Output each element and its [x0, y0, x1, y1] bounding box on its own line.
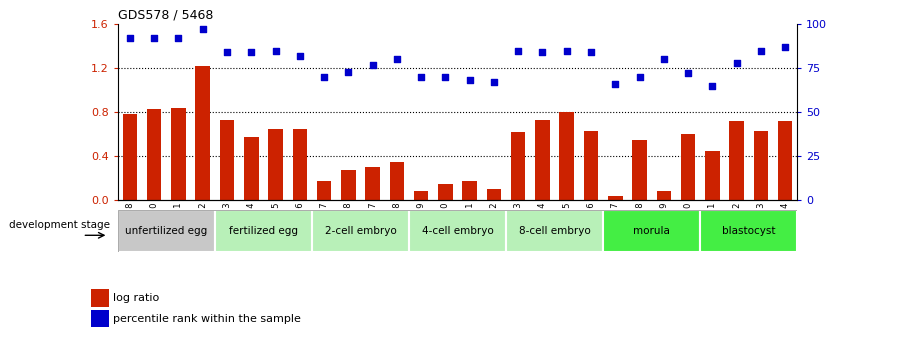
Text: GDS578 / 5468: GDS578 / 5468 — [118, 9, 213, 22]
Bar — [632, 140, 647, 200]
Point — [608, 81, 622, 87]
Text: 4-cell embryo: 4-cell embryo — [421, 226, 494, 236]
Bar — [91, 289, 109, 306]
Bar — [608, 196, 622, 200]
Bar — [317, 181, 332, 200]
Point — [365, 62, 380, 67]
Bar — [196, 66, 210, 200]
Point — [341, 69, 355, 75]
Bar — [657, 191, 671, 200]
Bar — [365, 167, 380, 200]
Bar — [559, 112, 574, 200]
Bar — [754, 131, 768, 200]
Text: percentile rank within the sample: percentile rank within the sample — [113, 314, 301, 324]
Bar — [244, 137, 258, 200]
Text: 8-cell embryo: 8-cell embryo — [519, 226, 591, 236]
Bar — [409, 210, 506, 252]
Point — [244, 50, 258, 55]
Point — [657, 57, 671, 62]
Bar — [583, 131, 598, 200]
Bar — [700, 210, 797, 252]
Bar — [705, 151, 719, 200]
Bar — [729, 121, 744, 200]
Text: development stage: development stage — [9, 220, 111, 230]
Bar — [171, 108, 186, 200]
Text: 2-cell embryo: 2-cell embryo — [324, 226, 396, 236]
Bar — [506, 210, 603, 252]
Text: blastocyst: blastocyst — [722, 226, 776, 236]
Point — [171, 36, 186, 41]
Bar — [293, 129, 307, 200]
Text: morula: morula — [633, 226, 670, 236]
Point — [414, 74, 429, 80]
Bar — [91, 310, 109, 327]
Bar — [268, 129, 283, 200]
Bar — [390, 161, 404, 200]
Bar — [215, 210, 312, 252]
Bar — [118, 210, 215, 252]
Point — [390, 57, 404, 62]
Bar — [220, 120, 235, 200]
Bar — [680, 134, 696, 200]
Bar — [487, 189, 501, 200]
Point — [122, 36, 137, 41]
Point — [583, 50, 598, 55]
Bar — [147, 109, 161, 200]
Point — [293, 53, 307, 59]
Point — [560, 48, 574, 53]
Point — [705, 83, 719, 89]
Point — [729, 60, 744, 66]
Bar — [462, 181, 477, 200]
Text: log ratio: log ratio — [113, 294, 159, 304]
Bar — [511, 132, 525, 200]
Text: fertilized egg: fertilized egg — [229, 226, 298, 236]
Bar — [535, 120, 550, 200]
Point — [462, 78, 477, 83]
Bar — [341, 170, 355, 200]
Text: unfertilized egg: unfertilized egg — [125, 226, 207, 236]
Bar — [439, 184, 453, 200]
Bar — [122, 114, 137, 200]
Bar — [414, 191, 429, 200]
Point — [535, 50, 550, 55]
Bar — [603, 210, 700, 252]
Bar — [778, 121, 793, 200]
Point — [268, 48, 283, 53]
Point — [754, 48, 768, 53]
Point — [680, 71, 695, 76]
Point — [317, 74, 332, 80]
Point — [487, 79, 501, 85]
Point — [220, 50, 235, 55]
Point — [778, 44, 793, 50]
Point — [511, 48, 525, 53]
Bar — [312, 210, 409, 252]
Point — [632, 74, 647, 80]
Point — [196, 27, 210, 32]
Point — [439, 74, 453, 80]
Point — [147, 36, 161, 41]
